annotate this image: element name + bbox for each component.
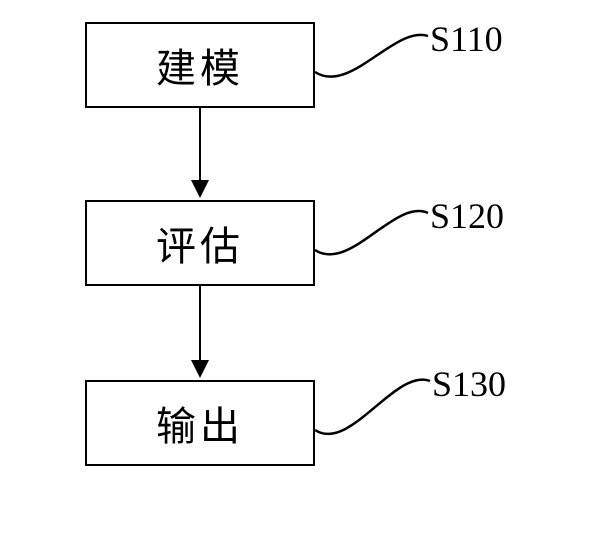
arrow-head-icon <box>191 180 209 198</box>
step-label: S110 <box>430 18 503 60</box>
arrow-head-icon <box>191 360 209 378</box>
flowchart-arrow <box>199 286 201 360</box>
flowchart-arrow <box>199 108 201 180</box>
flowchart-node: 评估 <box>85 200 315 286</box>
flowchart-container: 建模 评估 输出 S110 S120 S130 <box>0 0 589 541</box>
step-label: S130 <box>432 363 506 405</box>
step-label: S120 <box>430 195 504 237</box>
node-label: 输出 <box>156 394 244 452</box>
node-label: 建模 <box>156 36 244 94</box>
flowchart-node: 输出 <box>85 380 315 466</box>
node-label: 评估 <box>156 214 244 272</box>
flowchart-node: 建模 <box>85 22 315 108</box>
